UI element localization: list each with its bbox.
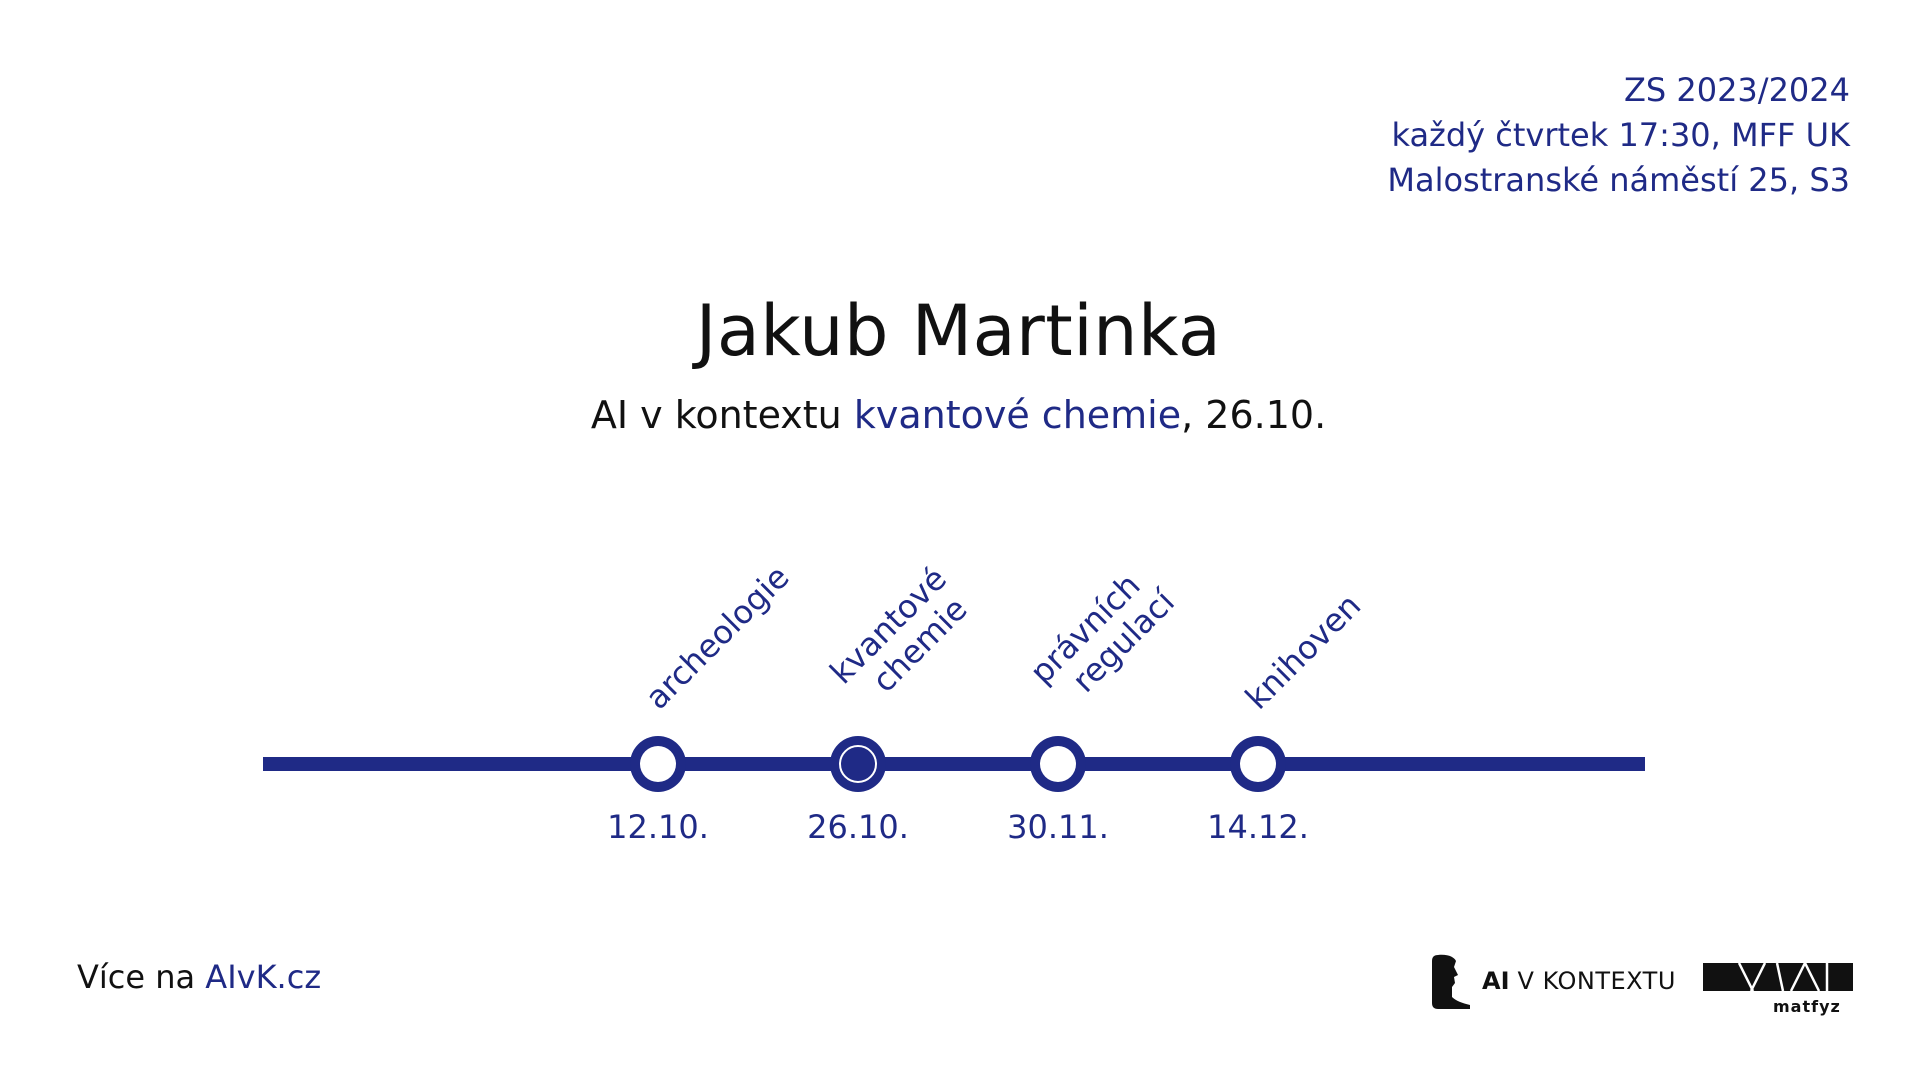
matfyz-logo: matfyz [1703, 962, 1853, 1016]
semester-text: ZS 2023/2024 [1623, 71, 1850, 109]
timeline-stop [830, 736, 886, 792]
timeline-stop [630, 736, 686, 792]
talk-prefix: AI v kontextu [590, 393, 854, 437]
more-info: Více na AIvK.cz [77, 958, 321, 996]
timeline-date: 12.10. [607, 808, 709, 846]
timeline-date: 30.11. [1007, 808, 1109, 846]
stop-center [1040, 746, 1076, 782]
timeline-date: 26.10. [807, 808, 909, 846]
stop-center [640, 746, 676, 782]
website-link[interactable]: AIvK.cz [205, 958, 322, 996]
stop-center [1240, 746, 1276, 782]
schedule-text: každý čtvrtek 17:30, MFF UK [1391, 116, 1850, 154]
matfyz-caption: matfyz [1773, 997, 1841, 1016]
matfyz-mark-icon [1703, 962, 1853, 992]
stop-center [839, 745, 877, 783]
logo-ai-text: AI [1482, 967, 1510, 995]
talk-topic: kvantové chemie [853, 393, 1182, 437]
head-silhouette-icon [1432, 954, 1470, 1009]
timeline-stop [1030, 736, 1086, 792]
ai-v-kontextu-logo: AI V KONTEXTU [1428, 953, 1676, 1009]
timeline-date: 14.12. [1207, 808, 1309, 846]
place-text: Malostranské náměstí 25, S3 [1387, 161, 1850, 199]
talk-title: AI v kontextu kvantové chemie, 26.10. [0, 393, 1917, 437]
talk-suffix: , 26.10. [1181, 393, 1327, 437]
timeline-stops [630, 736, 1286, 792]
timeline-stop [1230, 736, 1286, 792]
speaker-name: Jakub Martinka [695, 290, 1222, 372]
logo-context-text: V KONTEXTU [1517, 967, 1676, 995]
event-info: ZS 2023/2024 každý čtvrtek 17:30, MFF UK… [1387, 68, 1850, 203]
more-prefix: Více na [77, 958, 206, 996]
